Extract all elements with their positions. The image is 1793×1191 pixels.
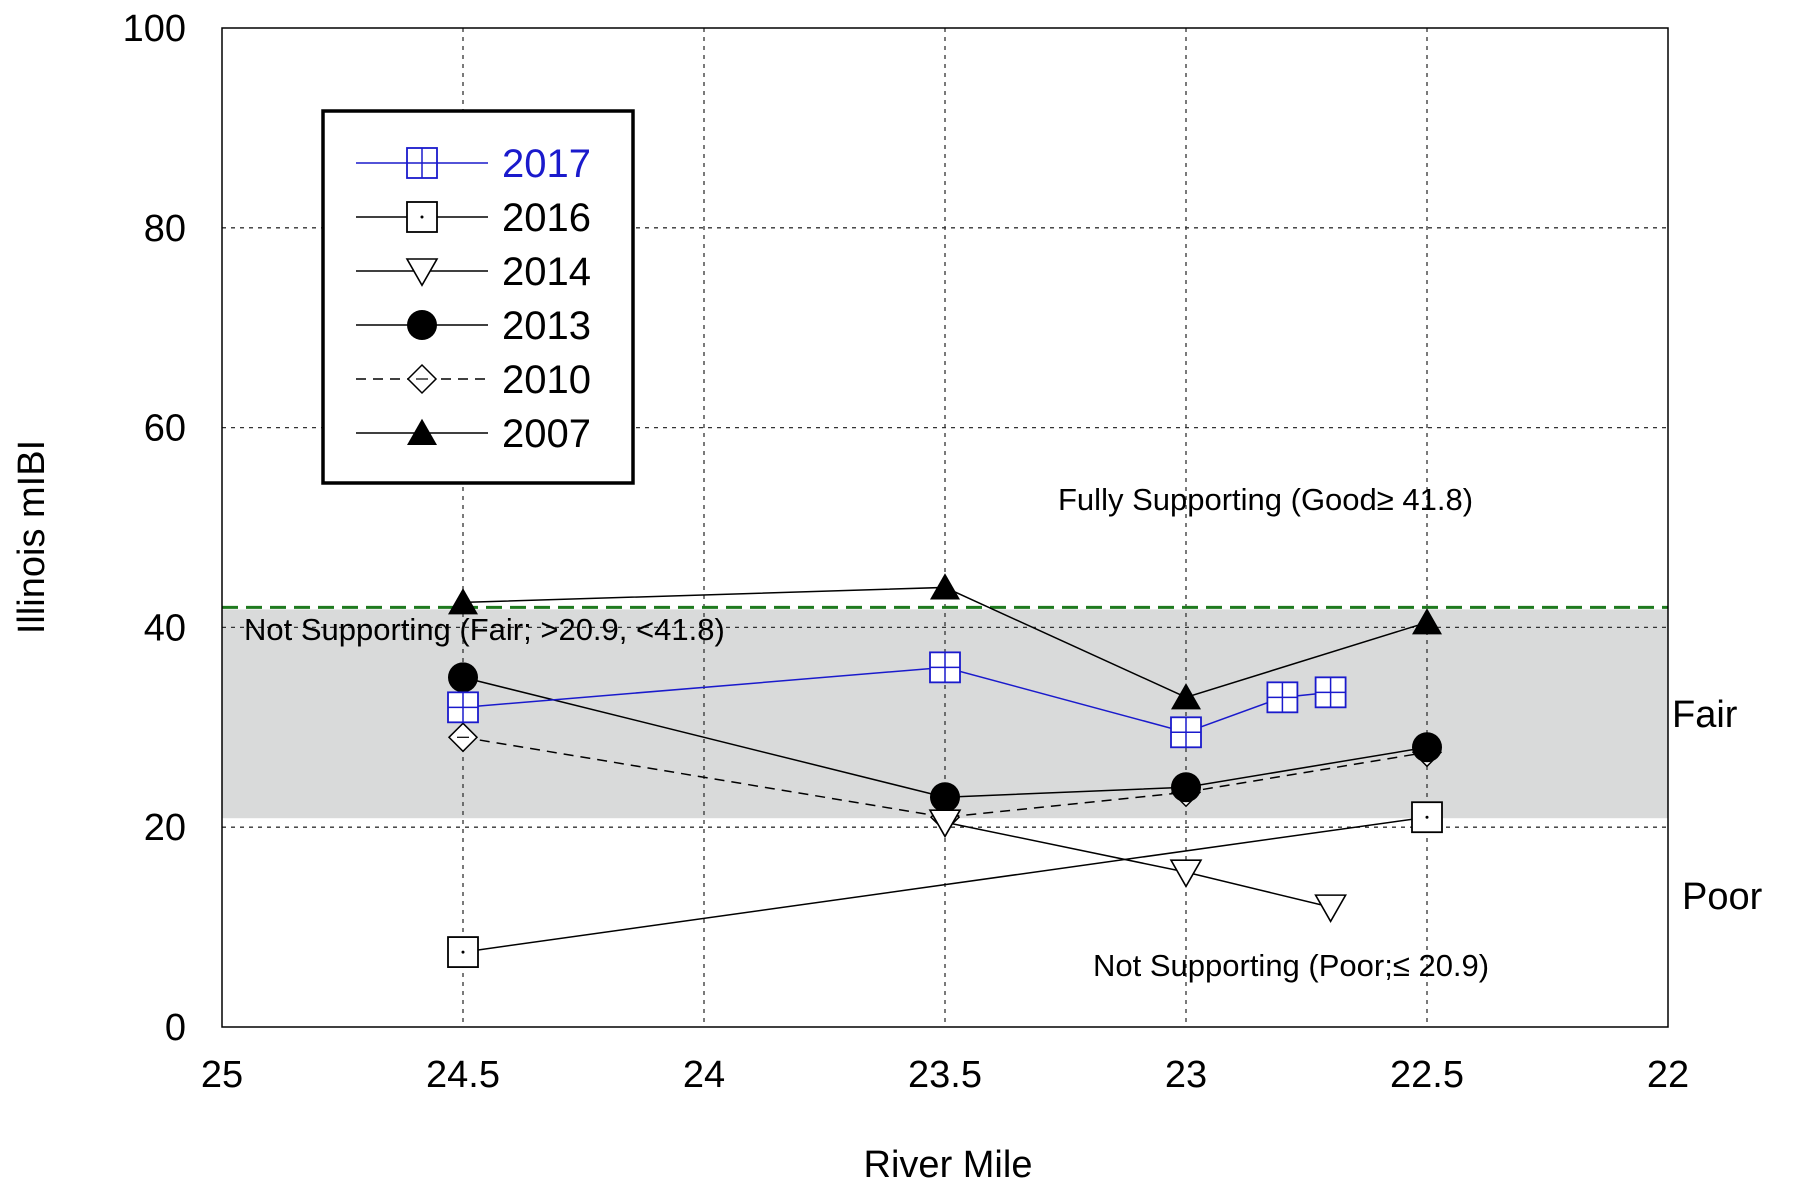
data-point [930,782,960,813]
data-point [407,418,437,445]
legend-label: 2014 [502,250,591,294]
y-tick-label: 0 [165,1007,186,1049]
y-tick-label: 80 [144,208,186,250]
annotation-fair: Not Supporting (Fair; >20.9, <41.8) [244,612,725,647]
legend: 2017 2016 2014 2013 2010 2007 [321,109,635,485]
series-line [462,816,1428,953]
data-point [1412,732,1442,763]
y-tick-label: 40 [144,607,186,649]
x-tick-label: 24.5 [426,1054,500,1096]
legend-label: 2007 [502,412,591,456]
x-tick-label: 22 [1647,1054,1689,1096]
plot-frame [221,27,1669,1028]
data-point [930,573,960,600]
series-line [462,586,1428,699]
legend-item-2016: 2016 [356,196,591,240]
legend-item-2014: 2014 [356,250,591,294]
y-tick-label: 100 [123,8,186,50]
zone-label-poor: Poor [1682,876,1763,918]
x-tick-label: 22.5 [1390,1054,1464,1096]
x-tick-label: 25 [201,1054,243,1096]
annotation-layer: Fully Supporting (Good≥ 41.8) Not Suppor… [244,482,1763,983]
data-point [407,310,437,340]
series-2013 [448,662,1442,813]
x-tick-label: 24 [683,1054,725,1096]
y-tick-label: 20 [144,807,186,849]
data-point [448,662,478,693]
y-axis-title: Illinois mIBI [11,440,53,634]
legend-item-2017: 2017 [356,142,591,186]
x-tick-label: 23 [1165,1054,1207,1096]
axis-layer: River Mile Illinois mIBI 25 24.5 24 23.5 23 2… [11,8,1689,1186]
series-2014 [928,809,1347,923]
data-point-dot [1425,815,1429,819]
legend-label: 2017 [502,142,591,186]
annotation-good: Fully Supporting (Good≥ 41.8) [1058,482,1473,517]
series-2007 [448,573,1442,710]
x-axis-title: River Mile [864,1144,1033,1186]
data-point [1171,683,1201,710]
data-point-dot [461,950,465,954]
data-point-dot [420,215,424,219]
legend-item-2007: 2007 [356,412,591,456]
zone-label-fair: Fair [1672,694,1738,736]
x-tick-label: 23.5 [908,1054,982,1096]
legend-label: 2013 [502,304,591,348]
series-2017 [447,651,1347,749]
data-point [1171,772,1201,803]
data-point [1411,801,1443,834]
data-point [1412,608,1442,635]
series-layer [447,573,1443,968]
legend-item-2013: 2013 [356,304,591,348]
legend-label: 2016 [502,196,591,240]
series-line [462,736,1428,818]
data-point [448,588,478,615]
data-point [1314,894,1347,923]
y-tick-label: 60 [144,408,186,450]
data-point [1169,859,1203,889]
data-point [405,258,439,287]
legend-label: 2010 [502,358,591,402]
series-line [944,821,1331,908]
legend-item-2010: 2010 [356,358,591,402]
annotation-poor: Not Supporting (Poor;≤ 20.9) [1093,948,1489,983]
series-2016 [447,801,1443,968]
data-point [928,809,962,839]
series-line [462,676,1428,798]
legend-box [321,109,635,485]
